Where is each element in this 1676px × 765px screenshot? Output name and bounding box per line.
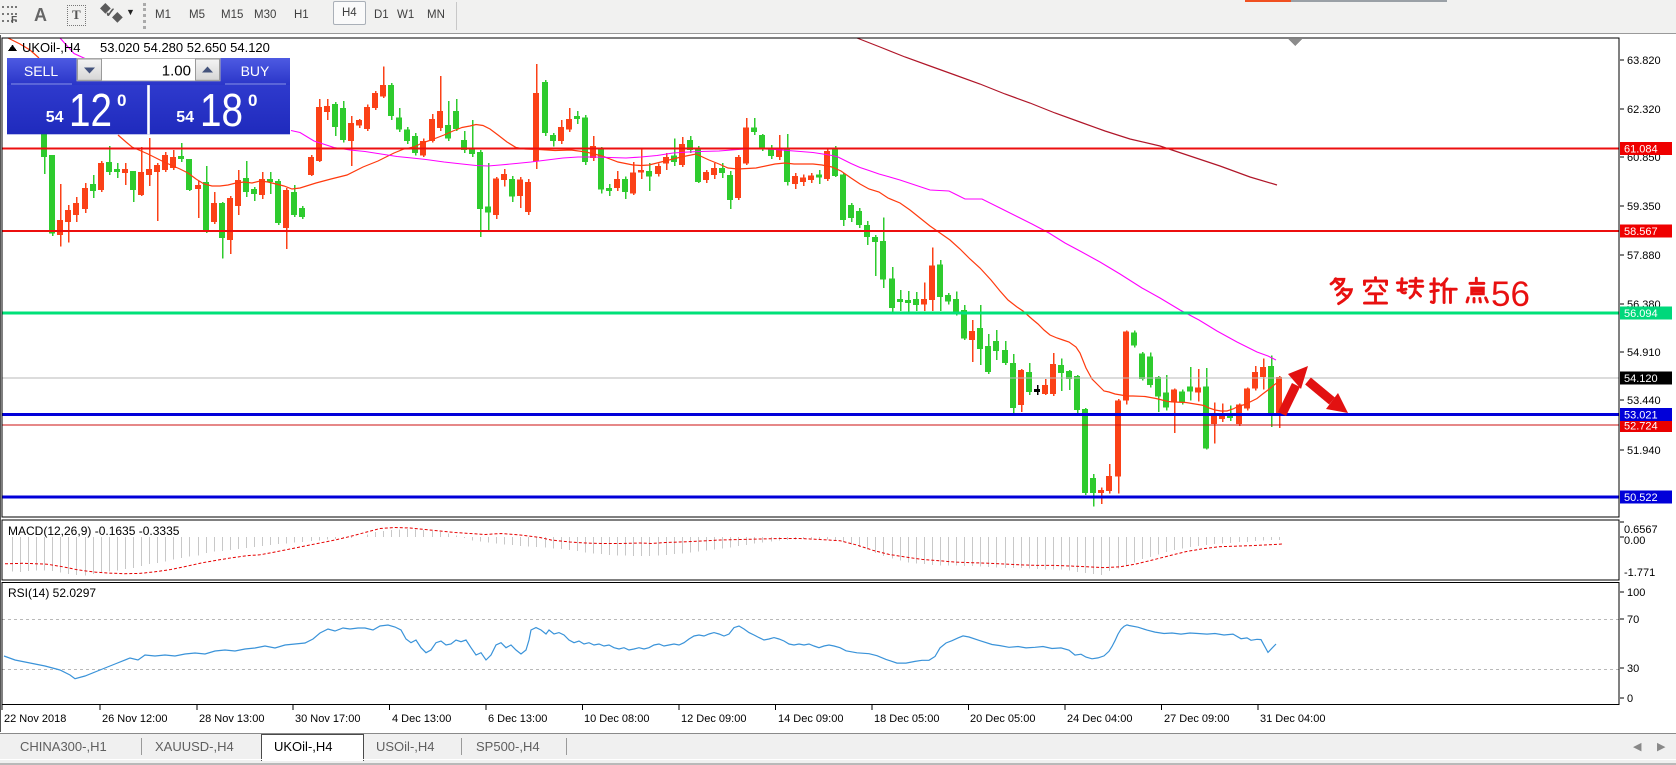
svg-text:53.440: 53.440 — [1627, 395, 1661, 407]
svg-text:51.940: 51.940 — [1627, 445, 1661, 457]
svg-text:53.020 54.280 52.650 54.120: 53.020 54.280 52.650 54.120 — [100, 40, 270, 55]
svg-text:70: 70 — [1627, 614, 1639, 626]
svg-text:10 Dec 08:00: 10 Dec 08:00 — [584, 713, 649, 725]
svg-text:57.880: 57.880 — [1627, 250, 1661, 262]
svg-text:0.00: 0.00 — [1624, 535, 1645, 547]
svg-text:BUY: BUY — [241, 63, 270, 79]
svg-text:22 Nov 2018: 22 Nov 2018 — [4, 713, 66, 725]
svg-text:20 Dec 05:00: 20 Dec 05:00 — [970, 713, 1035, 725]
svg-text:24 Dec 04:00: 24 Dec 04:00 — [1067, 713, 1132, 725]
svg-text:61.084: 61.084 — [1624, 144, 1658, 156]
svg-text:30 Nov 17:00: 30 Nov 17:00 — [295, 713, 360, 725]
svg-text:MACD(12,26,9) -0.1635 -0.3335: MACD(12,26,9) -0.1635 -0.3335 — [8, 524, 180, 538]
svg-text:56: 56 — [1491, 275, 1530, 314]
svg-text:18: 18 — [200, 84, 243, 136]
svg-text:4 Dec 13:00: 4 Dec 13:00 — [392, 713, 451, 725]
svg-text:53.021: 53.021 — [1624, 410, 1658, 422]
svg-text:58.567: 58.567 — [1624, 226, 1658, 238]
svg-text:14 Dec 09:00: 14 Dec 09:00 — [778, 713, 843, 725]
svg-text:63.820: 63.820 — [1627, 55, 1661, 67]
svg-text:18 Dec 05:00: 18 Dec 05:00 — [874, 713, 939, 725]
svg-text:12: 12 — [69, 84, 112, 136]
svg-text:54.910: 54.910 — [1627, 347, 1661, 359]
svg-text:54: 54 — [46, 109, 64, 126]
svg-text:100: 100 — [1627, 587, 1645, 599]
svg-text:26 Nov 12:00: 26 Nov 12:00 — [102, 713, 167, 725]
svg-text:52.724: 52.724 — [1624, 421, 1658, 433]
svg-text:0: 0 — [248, 91, 257, 110]
svg-text:31 Dec 04:00: 31 Dec 04:00 — [1260, 713, 1325, 725]
svg-text:0: 0 — [117, 91, 126, 110]
svg-text:54.120: 54.120 — [1624, 373, 1658, 385]
svg-text:-1.771: -1.771 — [1624, 567, 1655, 579]
svg-text:RSI(14) 52.0297: RSI(14) 52.0297 — [8, 586, 96, 600]
svg-text:28 Nov 13:00: 28 Nov 13:00 — [199, 713, 264, 725]
svg-text:30: 30 — [1627, 663, 1639, 675]
svg-text:UKOil-,H4: UKOil-,H4 — [22, 40, 81, 55]
svg-text:12 Dec 09:00: 12 Dec 09:00 — [681, 713, 746, 725]
svg-text:0: 0 — [1627, 693, 1633, 705]
svg-text:54: 54 — [176, 109, 194, 126]
svg-text:0.6567: 0.6567 — [1624, 524, 1658, 536]
svg-text:62.320: 62.320 — [1627, 104, 1661, 116]
svg-text:6 Dec 13:00: 6 Dec 13:00 — [488, 713, 547, 725]
svg-text:27 Dec 09:00: 27 Dec 09:00 — [1164, 713, 1229, 725]
svg-text:50.522: 50.522 — [1624, 492, 1658, 504]
svg-text:1.00: 1.00 — [162, 63, 191, 80]
svg-text:56.094: 56.094 — [1624, 308, 1658, 320]
svg-text:59.350: 59.350 — [1627, 201, 1661, 213]
svg-text:SELL: SELL — [24, 63, 58, 79]
